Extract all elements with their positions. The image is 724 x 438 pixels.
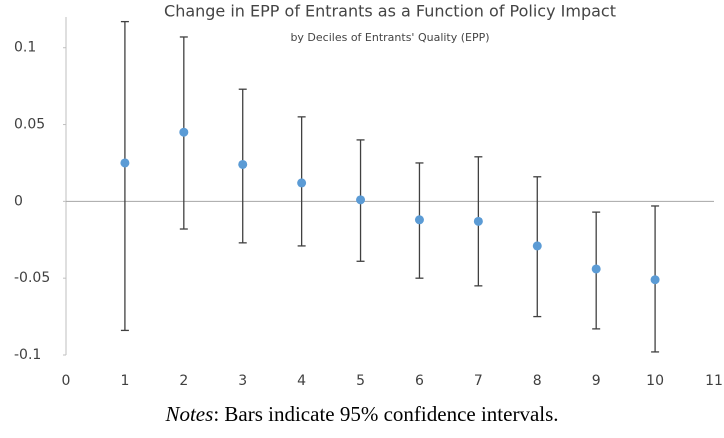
y-tick-label: -0.1 [14,347,41,363]
x-tick-label: 10 [646,373,664,389]
notes: Notes: Bars indicate 95% confidence inte… [164,402,558,426]
x-tick-label: 2 [179,373,188,389]
y-tick-label: 0 [14,193,23,209]
point [297,178,307,188]
point [120,158,130,168]
y-tick-label: 0.1 [14,40,36,56]
point [356,195,366,205]
x-tick-label: 3 [238,373,247,389]
notes-text: : Bars indicate 95% confidence intervals… [213,402,558,426]
x-tick-label: 6 [415,373,424,389]
point [532,241,542,251]
x-tick-label: 7 [474,373,483,389]
point [179,127,189,137]
x-tick-label: 0 [62,373,71,389]
point [414,215,424,225]
chart-subtitle: by Deciles of Entrants' Quality (EPP) [290,31,489,44]
y-tick-label: -0.05 [14,270,50,286]
x-tick-label: 11 [705,373,723,389]
x-tick-label: 4 [297,373,306,389]
point [650,275,660,285]
y-tick-label: 0.05 [14,117,45,133]
point [591,264,601,274]
x-tick-label: 5 [356,373,365,389]
point [238,159,248,169]
chart-title: Change in EPP of Entrants as a Function … [164,2,616,21]
x-tick-label: 1 [120,373,129,389]
x-tick-label: 9 [592,373,601,389]
notes-label: Notes [164,402,213,426]
point [473,216,483,226]
x-tick-label: 8 [533,373,542,389]
